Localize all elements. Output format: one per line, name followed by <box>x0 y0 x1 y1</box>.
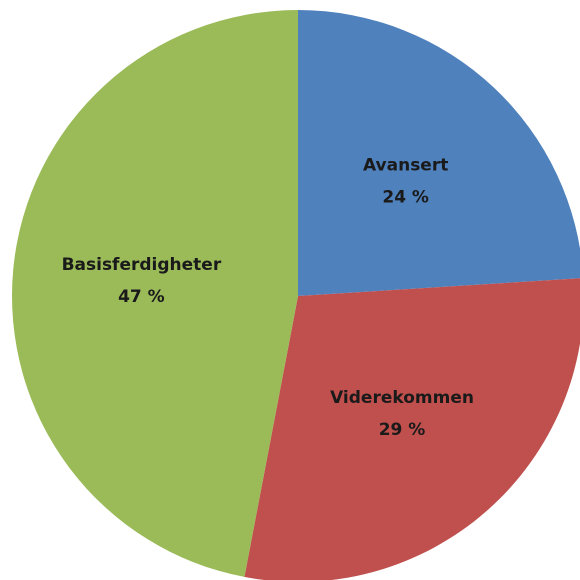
pie-slice <box>298 10 580 296</box>
slice-value-label: 24 % <box>382 187 429 207</box>
slice-label: Basisferdigheter <box>62 255 222 275</box>
slice-value-label: 47 % <box>118 287 165 307</box>
slice-value-label: 29 % <box>379 420 426 440</box>
pie-slice <box>12 10 298 577</box>
slice-label: Viderekommen <box>330 388 474 408</box>
pie-slice <box>244 278 580 580</box>
slice-label: Avansert <box>363 155 448 175</box>
